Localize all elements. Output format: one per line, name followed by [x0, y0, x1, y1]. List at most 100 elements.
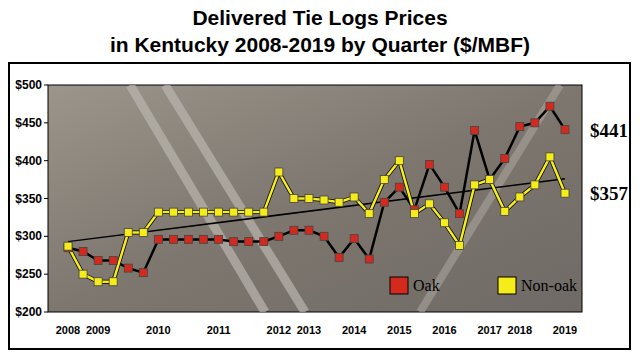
marker	[154, 208, 162, 216]
x-tick-label: 2013	[297, 324, 321, 336]
x-tick-label: 2016	[432, 324, 456, 336]
marker	[290, 226, 298, 234]
series-line-outline	[68, 157, 565, 282]
marker	[395, 183, 403, 191]
title: Delivered Tie Logs Prices	[192, 6, 447, 29]
legend-swatch	[390, 277, 408, 294]
marker	[380, 176, 388, 184]
x-tick-label: 2019	[553, 324, 577, 336]
chart-svg: Delivered Tie Logs Prices in Kentucky 200…	[0, 0, 640, 360]
marker	[501, 154, 509, 162]
x-tick-label: 2015	[387, 324, 411, 336]
legend-label: Non-oak	[521, 277, 577, 294]
marker	[215, 208, 223, 216]
y-tick-label: $500	[15, 78, 42, 92]
x-tick-label: 2011	[207, 324, 231, 336]
marker	[305, 195, 313, 203]
marker	[290, 195, 298, 203]
y-tick-label: $200	[15, 305, 42, 319]
y-tick	[44, 85, 48, 86]
marker	[169, 235, 177, 243]
marker	[516, 123, 524, 131]
marker	[531, 119, 539, 127]
marker	[79, 247, 87, 255]
marker	[561, 189, 569, 197]
marker	[260, 208, 268, 216]
marker	[456, 241, 464, 249]
marker	[184, 235, 192, 243]
subtitle: in Kentucky 2008-2019 by Quarter ($/MBF)	[110, 33, 530, 56]
y-tick	[44, 312, 48, 313]
annotation: $441	[590, 120, 628, 141]
marker	[486, 176, 494, 184]
rail	[130, 85, 265, 312]
y-tick-label: $400	[15, 154, 42, 168]
x-tick-label: 2018	[508, 324, 532, 336]
marker	[425, 200, 433, 208]
x-tick-label: 2014	[342, 324, 367, 336]
marker	[154, 235, 162, 243]
marker	[501, 207, 509, 215]
x-tick-label: 2010	[146, 324, 170, 336]
y-tick-label: $350	[15, 192, 42, 206]
y-tick-label: $450	[15, 116, 42, 130]
marker	[230, 238, 238, 246]
marker	[79, 270, 87, 278]
legend-label: Oak	[413, 277, 440, 294]
marker	[410, 210, 418, 218]
marker	[275, 168, 283, 176]
marker	[275, 232, 283, 240]
marker	[124, 229, 132, 237]
plot-background	[48, 85, 582, 312]
marker	[546, 102, 554, 110]
marker	[531, 181, 539, 189]
y-tick	[44, 236, 48, 237]
marker	[320, 196, 328, 204]
marker	[200, 208, 208, 216]
marker	[335, 254, 343, 262]
marker	[109, 257, 117, 265]
annotation: $357	[590, 183, 629, 204]
marker	[200, 235, 208, 243]
marker	[335, 198, 343, 206]
marker	[365, 255, 373, 263]
chart-container: Delivered Tie Logs Prices in Kentucky 200…	[0, 0, 640, 360]
marker	[441, 219, 449, 227]
marker	[350, 193, 358, 201]
legend-swatch	[498, 277, 516, 294]
y-tick	[44, 160, 48, 161]
marker	[245, 208, 253, 216]
y-tick-label: $250	[15, 267, 42, 281]
marker	[365, 210, 373, 218]
x-tick-label: 2012	[267, 324, 291, 336]
marker	[139, 229, 147, 237]
marker	[109, 278, 117, 286]
x-tick-label: 2017	[477, 324, 501, 336]
marker	[215, 235, 223, 243]
marker	[471, 126, 479, 134]
marker	[380, 198, 388, 206]
series-line	[68, 106, 565, 273]
marker	[350, 235, 358, 243]
x-tick-label: 2008	[56, 324, 80, 336]
marker	[64, 242, 72, 250]
marker	[94, 257, 102, 265]
marker	[425, 160, 433, 168]
marker	[471, 181, 479, 189]
marker	[169, 208, 177, 216]
marker	[260, 238, 268, 246]
marker	[184, 208, 192, 216]
rail	[165, 85, 305, 312]
marker	[245, 238, 253, 246]
outer-frame	[9, 63, 630, 349]
marker	[561, 126, 569, 134]
data-group	[64, 102, 569, 286]
x-tick-label: 2009	[86, 324, 110, 336]
marker	[456, 210, 464, 218]
marker	[139, 269, 147, 277]
marker	[94, 278, 102, 286]
marker	[516, 193, 524, 201]
y-tick	[44, 198, 48, 199]
marker	[320, 232, 328, 240]
series-line	[68, 157, 565, 282]
